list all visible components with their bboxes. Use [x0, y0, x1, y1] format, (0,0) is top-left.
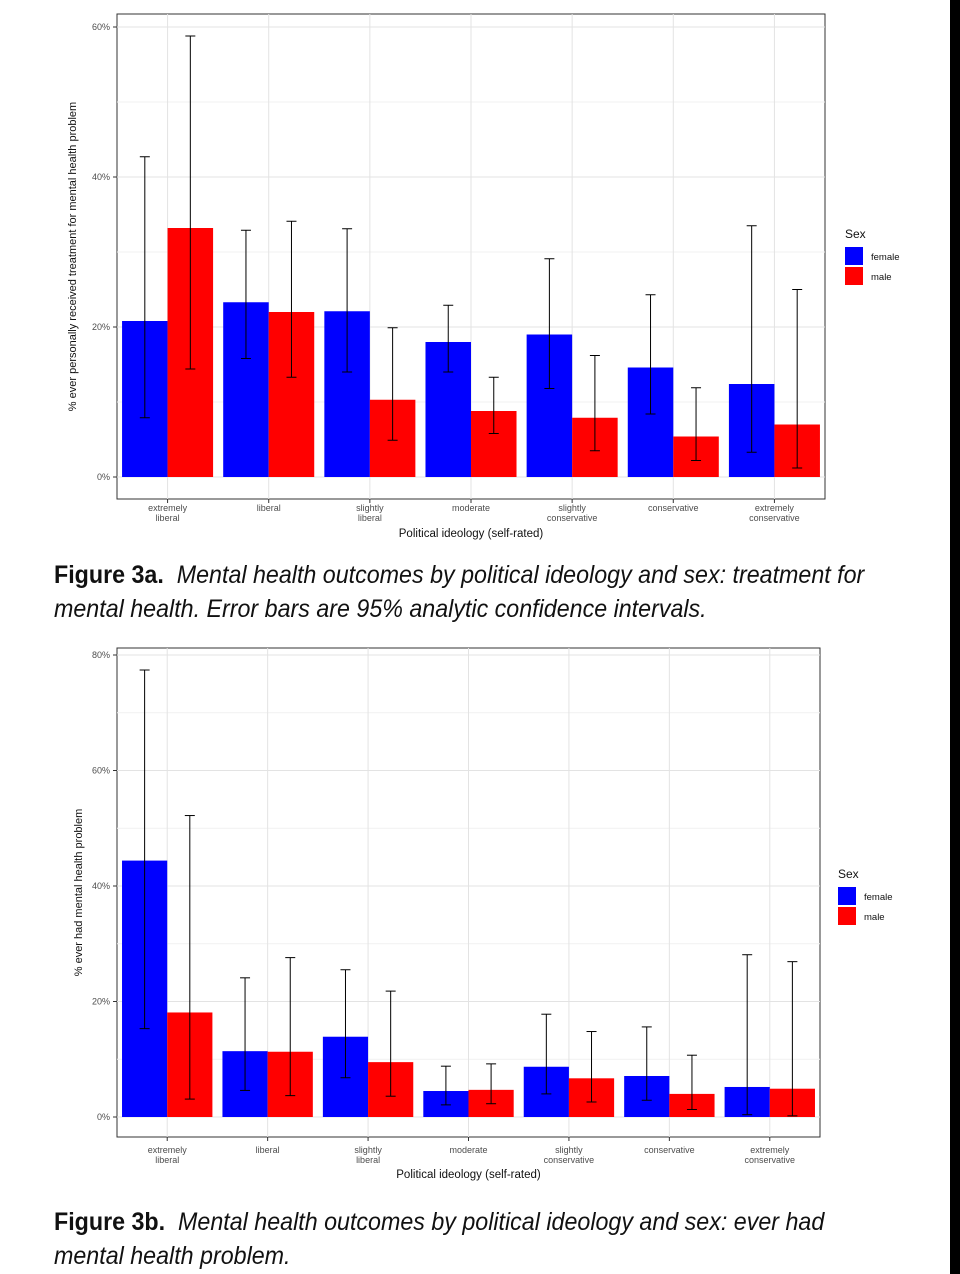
x-tick-label-line: moderate [452, 503, 490, 513]
x-tick-label-line: slightly [555, 1145, 583, 1155]
x-tick-label-line: slightly [356, 503, 384, 513]
x-tick-label: moderate [449, 1145, 487, 1155]
y-tick-label: 40% [92, 172, 110, 182]
error-bar-female-5 [641, 1026, 652, 1101]
error-bar-female-3 [443, 304, 454, 373]
x-tick-label: extremely liberal [148, 503, 188, 523]
error-bar-male-2 [387, 327, 398, 441]
x-tick-label: extremely conservative [745, 1145, 796, 1165]
legend: Sex female male [845, 227, 900, 285]
x-tick-label: conservative [644, 1145, 695, 1155]
caption-3b-text: Mental health outcomes by political ideo… [54, 1208, 825, 1270]
error-bar-male-3 [488, 376, 499, 434]
caption-3a-text: Mental health outcomes by political ideo… [54, 561, 865, 623]
x-tick-label: moderate [452, 503, 490, 513]
y-tick-label: 80% [92, 650, 110, 660]
error-bar-male-4 [589, 355, 600, 452]
x-tick-label-line: slightly [354, 1145, 382, 1155]
x-tick-label-line: extremely [750, 1145, 790, 1155]
legend-key-female [838, 887, 856, 905]
x-tick-label-line: extremely [148, 1145, 188, 1155]
error-bar-male-6 [787, 961, 798, 1117]
x-tick-label-line: extremely [755, 503, 795, 513]
error-bar-male-6 [792, 289, 803, 469]
error-bar-male-5 [686, 1054, 697, 1110]
y-axis-title: % ever had mental health problem [73, 809, 85, 977]
y-axis-title: % ever personally received treatment for… [67, 102, 79, 411]
legend-label-male: male [871, 272, 892, 283]
y-tick-label: 0% [97, 472, 110, 482]
x-tick-label-line: conservative [648, 503, 699, 513]
x-tick-label-line: liberal [256, 1145, 280, 1155]
x-tick-label-line: conservative [749, 513, 800, 523]
x-tick-label-line: liberal [257, 503, 281, 513]
x-tick-label: slightly conservative [547, 503, 598, 523]
error-bar-male-4 [586, 1031, 597, 1103]
error-bar-female-6 [742, 954, 753, 1116]
legend-key-female [845, 247, 863, 265]
y-tick-label: 20% [92, 997, 110, 1007]
x-tick-label-line: moderate [449, 1145, 487, 1155]
error-bar-female-1 [240, 977, 251, 1091]
error-bar-male-0 [185, 35, 196, 370]
x-tick-label-line: slightly [558, 503, 586, 513]
error-bar-female-0 [139, 156, 150, 419]
error-bar-female-0 [139, 669, 150, 1030]
x-tick-label: slightly conservative [544, 1145, 595, 1165]
x-tick-label-line: conservative [547, 513, 598, 523]
y-tick-label: 60% [92, 766, 110, 776]
x-tick-label: liberal [257, 503, 281, 513]
legend-title: Sex [845, 227, 866, 241]
x-tick-label: slightly liberal [356, 503, 384, 523]
x-tick-label: conservative [648, 503, 699, 513]
error-bar-female-6 [746, 225, 757, 453]
right-border [950, 0, 960, 1274]
caption-3b-label: Figure 3b. [54, 1208, 166, 1236]
y-tick-label: 60% [92, 22, 110, 32]
y-tick-label: 40% [92, 881, 110, 891]
caption-3a-label: Figure 3a. [54, 561, 164, 589]
legend-key-male [845, 267, 863, 285]
error-bar-male-5 [691, 387, 702, 461]
error-bar-female-1 [240, 229, 251, 359]
error-bar-female-4 [544, 258, 555, 389]
x-tick-label-line: conservative [644, 1145, 695, 1155]
y-tick-label: 0% [97, 1112, 110, 1122]
x-tick-label-line: conservative [544, 1155, 595, 1165]
legend-label-female: female [864, 892, 893, 903]
error-bar-male-1 [285, 957, 296, 1097]
x-tick-label-line: liberal [358, 513, 382, 523]
x-tick-label: liberal [256, 1145, 280, 1155]
x-tick-label-line: liberal [156, 513, 180, 523]
x-tick-label-line: liberal [356, 1155, 380, 1165]
caption-3a: Figure 3a. Mental health outcomes by pol… [54, 558, 872, 626]
legend-key-male [838, 907, 856, 925]
x-axis-title: Political ideology (self-rated) [396, 1169, 541, 1181]
error-bar-male-2 [385, 990, 396, 1097]
error-bar-female-3 [440, 1065, 451, 1106]
error-bar-female-4 [541, 1013, 552, 1095]
x-axis-title: Political ideology (self-rated) [399, 528, 544, 540]
legend-title: Sex [838, 867, 859, 881]
error-bar-female-5 [645, 294, 656, 415]
x-tick-label-line: liberal [155, 1155, 179, 1165]
error-bar-female-2 [340, 969, 351, 1079]
legend-label-female: female [871, 252, 900, 263]
x-tick-label-line: extremely [148, 503, 188, 513]
legend-label-male: male [864, 912, 885, 923]
legend: Sex female male [838, 867, 893, 925]
error-bar-male-1 [286, 220, 297, 378]
error-bar-female-2 [342, 228, 353, 373]
x-tick-label: extremely liberal [148, 1145, 188, 1165]
error-bar-male-3 [486, 1063, 497, 1105]
error-bar-male-0 [184, 815, 195, 1100]
caption-3b: Figure 3b. Mental health outcomes by pol… [54, 1205, 872, 1273]
y-tick-label: 20% [92, 322, 110, 332]
x-tick-label-line: conservative [745, 1155, 796, 1165]
x-tick-label: extremely conservative [749, 503, 800, 523]
x-tick-label: slightly liberal [354, 1145, 382, 1165]
